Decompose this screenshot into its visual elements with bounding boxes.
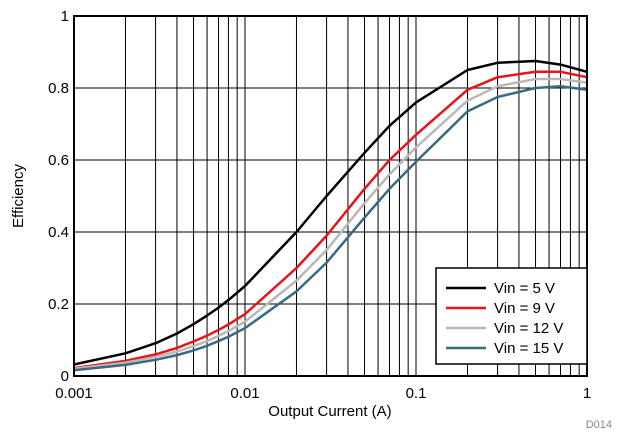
series-line xyxy=(73,84,588,372)
y-tick-label: 0 xyxy=(61,368,69,385)
y-axis-label: Efficiency xyxy=(10,164,27,228)
x-tick-label: 0.001 xyxy=(55,385,93,402)
legend-label: Vin = 12 V xyxy=(494,320,563,337)
x-tick-labels: 0.001 0.01 0.1 1 xyxy=(55,385,591,402)
series-line xyxy=(73,59,588,366)
y-tick-label: 1 xyxy=(61,8,69,25)
legend-label: Vin = 15 V xyxy=(494,340,563,357)
legend-label: Vin = 5 V xyxy=(494,280,555,297)
x-tick-label: 0.01 xyxy=(230,385,259,402)
y-tick-labels: 0 0.2 0.4 0.6 0.8 1 xyxy=(48,8,69,385)
x-axis-label: Output Current (A) xyxy=(268,403,391,420)
figure-id: D014 xyxy=(586,419,612,431)
plot-frame xyxy=(73,15,588,377)
series-lines xyxy=(73,59,588,372)
series-line xyxy=(73,77,588,371)
y-tick-label: 0.4 xyxy=(48,224,69,241)
y-tick-label: 0.8 xyxy=(48,80,69,97)
x-tick-label: 0.1 xyxy=(406,385,427,402)
series-line xyxy=(73,70,588,370)
y-tick-label: 0.6 xyxy=(48,152,69,169)
y-tick-label: 0.2 xyxy=(48,296,69,313)
legend-label: Vin = 9 V xyxy=(494,300,555,317)
x-tick-label: 1 xyxy=(583,385,591,402)
legend: Vin = 5 V Vin = 9 V Vin = 12 V Vin = 15 V xyxy=(435,267,588,365)
